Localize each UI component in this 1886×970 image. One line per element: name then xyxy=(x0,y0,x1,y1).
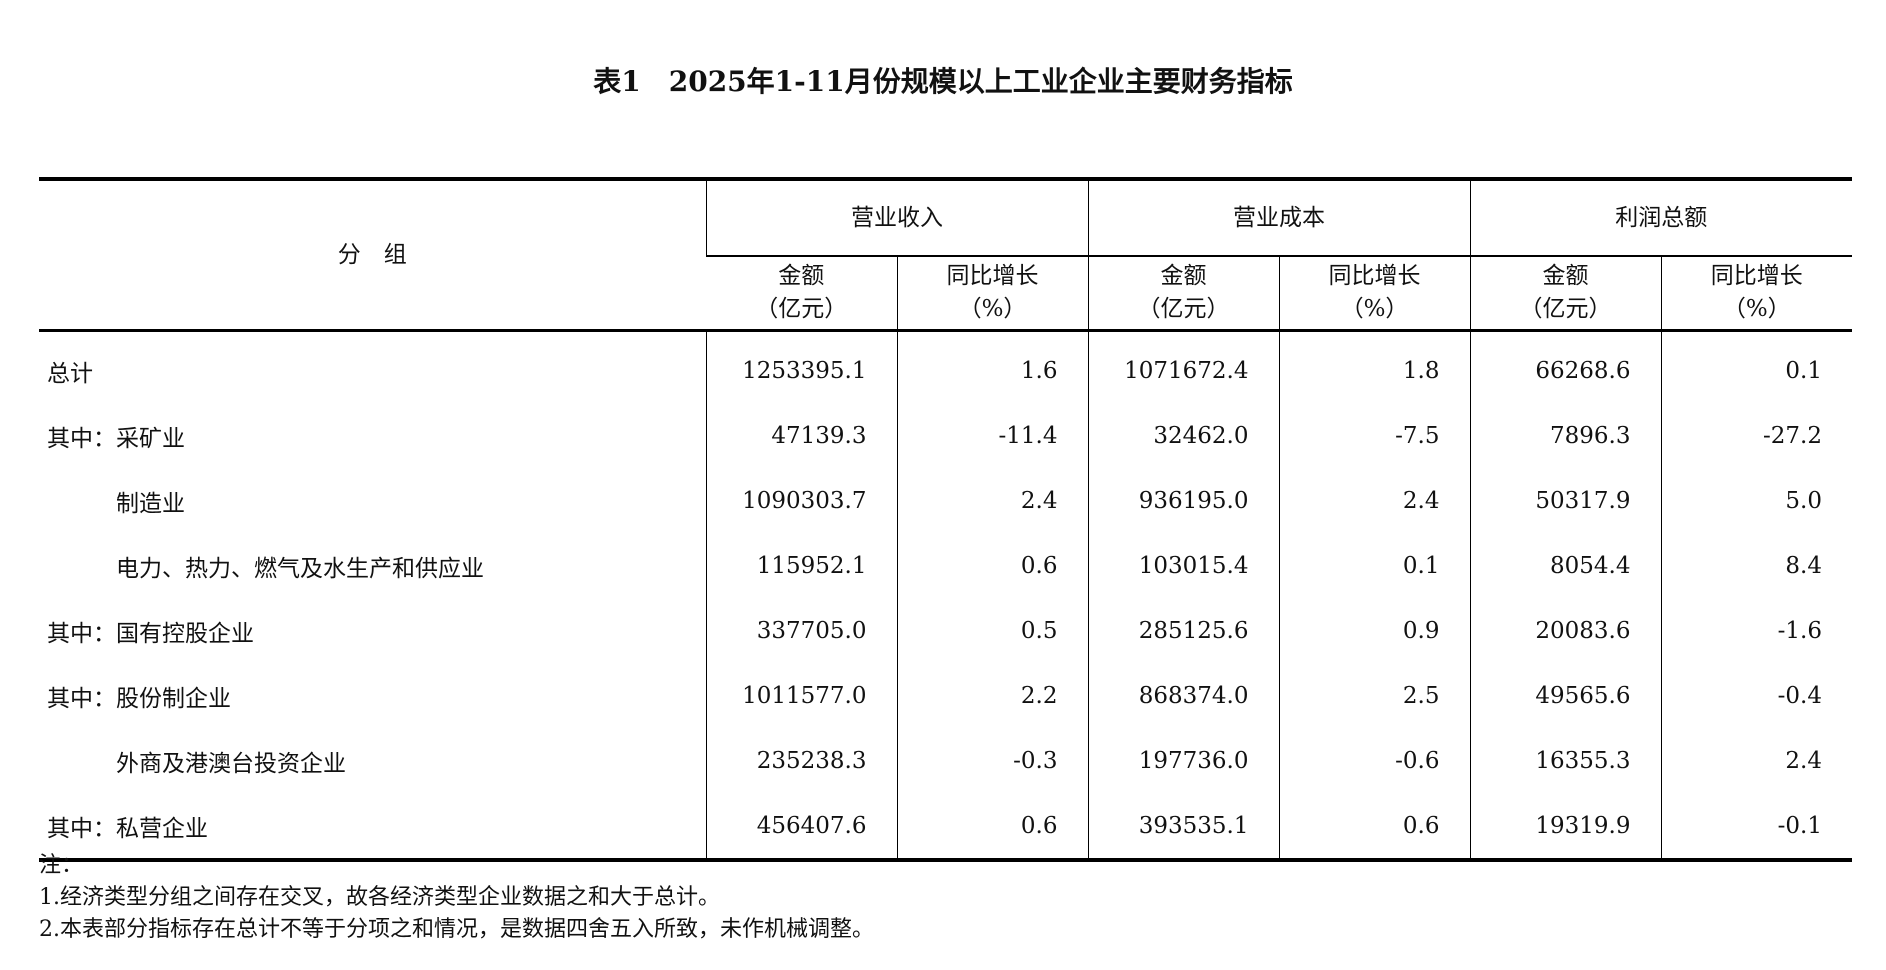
growth-subheader: 同比增长 （%） xyxy=(1660,256,1852,331)
table-row: 外商及港澳台投资企业 235238.3 -0.3 197736.0 -0.6 16355.… xyxy=(39,728,1852,793)
note-1: 1.经济类型分组之间存在交叉，故各经济类型企业数据之和大于总计。 xyxy=(39,885,720,910)
growth-cell: -0.3 xyxy=(896,728,1088,793)
subheader-line: （%） xyxy=(958,296,1027,322)
growth-cell: 0.6 xyxy=(1278,793,1470,860)
growth-cell: 0.9 xyxy=(1278,598,1470,663)
growth-cell: 0.6 xyxy=(896,533,1088,598)
amount-cell: 936195.0 xyxy=(1087,468,1279,533)
row-label: 其中：国有控股企业 xyxy=(47,620,254,647)
amount-cell: 197736.0 xyxy=(1087,728,1279,793)
growth-cell: 2.2 xyxy=(896,663,1088,728)
notes-label: 注： xyxy=(39,853,84,878)
amount-cell: 7896.3 xyxy=(1469,403,1661,468)
amount-cell: 8054.4 xyxy=(1469,533,1661,598)
table-title: 表1 2025年1-11月份规模以上工业企业主要财务指标 xyxy=(593,65,1293,98)
growth-cell: -0.1 xyxy=(1660,793,1852,860)
row-label: 外商及港澳台投资企业 xyxy=(47,750,346,777)
growth-cell: -7.5 xyxy=(1278,403,1470,468)
subheader-line: （亿元） xyxy=(1137,296,1230,322)
cost-header: 营业成本 xyxy=(1087,179,1470,257)
row-label: 制造业 xyxy=(47,490,185,517)
subheader-line: 金额 xyxy=(1542,263,1589,289)
amount-cell: 285125.6 xyxy=(1087,598,1279,663)
amount-cell: 50317.9 xyxy=(1469,468,1661,533)
subheader-line: 金额 xyxy=(1160,263,1207,289)
growth-cell: 1.8 xyxy=(1278,330,1470,403)
row-label: 其中：采矿业 xyxy=(47,425,185,452)
amount-cell: 868374.0 xyxy=(1087,663,1279,728)
growth-cell: -27.2 xyxy=(1660,403,1852,468)
growth-cell: -11.4 xyxy=(896,403,1088,468)
amount-cell: 1090303.7 xyxy=(705,468,897,533)
amount-cell: 1253395.1 xyxy=(705,330,897,403)
amount-cell: 20083.6 xyxy=(1469,598,1661,663)
subheader-line: （%） xyxy=(1722,296,1791,322)
row-label: 其中：股份制企业 xyxy=(47,685,231,712)
table-row: 其中：股份制企业 1011577.0 2.2 868374.0 2.5 49565.6 -0… xyxy=(39,663,1852,728)
profit-header: 利润总额 xyxy=(1469,179,1852,257)
amount-cell: 19319.9 xyxy=(1469,793,1661,860)
growth-cell: 2.4 xyxy=(1660,728,1852,793)
amount-cell: 456407.6 xyxy=(705,793,897,860)
subheader-line: 同比增长 xyxy=(1328,263,1421,289)
amount-cell: 1071672.4 xyxy=(1087,330,1279,403)
amount-cell: 393535.1 xyxy=(1087,793,1279,860)
growth-cell: 2.4 xyxy=(1278,468,1470,533)
note-2: 2.本表部分指标存在总计不等于分项之和情况，是数据四舍五入所致，未作机械调整。 xyxy=(39,917,874,942)
table-row: 电力、热力、燃气及水生产和供应业 115952.1 0.6 103015.4 0.1 80… xyxy=(39,533,1852,598)
amount-cell: 49565.6 xyxy=(1469,663,1661,728)
growth-cell: 0.5 xyxy=(896,598,1088,663)
amount-subheader: 金额 （亿元） xyxy=(1087,256,1279,331)
notes: 注： 1.经济类型分组之间存在交叉，故各经济类型企业数据之和大于总计。 2.本表… xyxy=(39,850,874,946)
subheader-line: 同比增长 xyxy=(1710,263,1803,289)
subheader-line: （%） xyxy=(1340,296,1409,322)
row-label: 电力、热力、燃气及水生产和供应业 xyxy=(47,555,484,582)
amount-cell: 32462.0 xyxy=(1087,403,1279,468)
row-label: 其中：私营企业 xyxy=(47,815,208,842)
amount-cell: 16355.3 xyxy=(1469,728,1661,793)
subheader-line: 金额 xyxy=(778,263,825,289)
amount-subheader: 金额 （亿元） xyxy=(706,256,897,331)
table-row: 总计 1253395.1 1.6 1071672.4 1.8 66268.6 0.1 xyxy=(39,330,1852,403)
amount-cell: 1011577.0 xyxy=(705,663,897,728)
growth-cell: 8.4 xyxy=(1660,533,1852,598)
table-row: 其中：私营企业 456407.6 0.6 393535.1 0.6 19319.9 -0.1 xyxy=(39,793,1852,860)
financial-indicators-table: 分 组 营业收入 营业成本 利润总额 金额 （亿元） 同比增长 （%） 金额 （亿元） 同比… xyxy=(39,177,1852,862)
growth-cell: -0.4 xyxy=(1660,663,1852,728)
subheader-line: 同比增长 xyxy=(946,263,1039,289)
growth-cell: 0.1 xyxy=(1660,330,1852,403)
growth-cell: 1.6 xyxy=(896,330,1088,403)
amount-cell: 235238.3 xyxy=(705,728,897,793)
growth-cell: 2.4 xyxy=(896,468,1088,533)
subheader-line: （亿元） xyxy=(1519,296,1612,322)
table-row: 其中：国有控股企业 337705.0 0.5 285125.6 0.9 20083.6 -1… xyxy=(39,598,1852,663)
growth-cell: -1.6 xyxy=(1660,598,1852,663)
growth-cell: 5.0 xyxy=(1660,468,1852,533)
growth-cell: 0.6 xyxy=(896,793,1088,860)
revenue-header: 营业收入 xyxy=(705,179,1088,257)
amount-cell: 103015.4 xyxy=(1087,533,1279,598)
growth-subheader: 同比增长 （%） xyxy=(896,256,1088,331)
row-label: 总计 xyxy=(47,360,93,387)
amount-subheader: 金额 （亿元） xyxy=(1469,256,1661,331)
growth-cell: 2.5 xyxy=(1278,663,1470,728)
amount-cell: 47139.3 xyxy=(705,403,897,468)
group-header: 分 组 xyxy=(337,241,407,268)
growth-subheader: 同比增长 （%） xyxy=(1278,256,1470,331)
table-row: 制造业 1090303.7 2.4 936195.0 2.4 50317.9 5.0 xyxy=(39,468,1852,533)
growth-cell: 0.1 xyxy=(1278,533,1470,598)
amount-cell: 66268.6 xyxy=(1469,330,1661,403)
table-row: 其中：采矿业 47139.3 -11.4 32462.0 -7.5 7896.3 -27.2 xyxy=(39,403,1852,468)
amount-cell: 115952.1 xyxy=(705,533,897,598)
growth-cell: -0.6 xyxy=(1278,728,1470,793)
subheader-line: （亿元） xyxy=(755,296,848,322)
amount-cell: 337705.0 xyxy=(705,598,897,663)
